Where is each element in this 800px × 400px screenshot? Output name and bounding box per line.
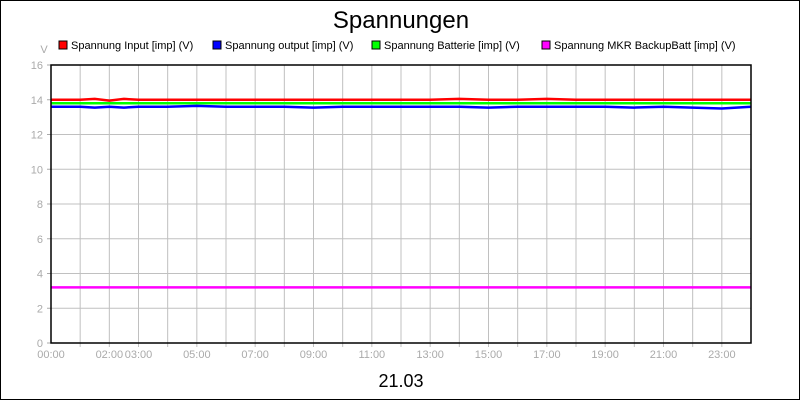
plot-area-border <box>50 64 752 344</box>
x-tick-label: 07:00 <box>241 349 269 361</box>
legend-swatch-1 <box>58 40 68 50</box>
y-tick-label: 0 <box>37 338 43 350</box>
x-tick-label: 13:00 <box>416 349 444 361</box>
y-tick-label: 2 <box>37 303 43 315</box>
x-tick-label: 19:00 <box>591 349 619 361</box>
y-tick-label: 4 <box>37 269 43 281</box>
x-tick-label: 17:00 <box>533 349 561 361</box>
x-tick-label: 02:00 <box>96 349 124 361</box>
legend-label-4: Spannung MKR BackupBatt [imp] (V) <box>554 40 736 52</box>
y-tick-label: 14 <box>31 95 43 107</box>
x-tick-label: 03:00 <box>125 349 153 361</box>
y-axis-label: V <box>40 44 48 56</box>
x-tick-label: 09:00 <box>300 349 328 361</box>
chart-subtitle: 21.03 <box>378 371 423 391</box>
series-line-1 <box>51 97 751 102</box>
y-tick-label: 10 <box>31 164 43 176</box>
x-tick-label: 15:00 <box>475 349 503 361</box>
legend-swatch-2 <box>212 40 222 50</box>
legend-swatch-4 <box>541 40 551 50</box>
x-tick-label: 21:00 <box>650 349 678 361</box>
chart-title: Spannungen <box>333 7 469 34</box>
legend-swatch-3 <box>371 40 381 50</box>
x-tick-label: 05:00 <box>183 349 211 361</box>
y-tick-label: 16 <box>31 60 43 72</box>
legend-label-3: Spannung Batterie [imp] (V) <box>384 40 520 52</box>
y-tick-label: 12 <box>31 130 43 142</box>
x-tick-label: 11:00 <box>358 349 385 361</box>
y-tick-label: 6 <box>37 234 43 246</box>
x-tick-label: 23:00 <box>708 349 736 361</box>
legend-label-2: Spannung output [imp] (V) <box>225 40 353 52</box>
series-line-2 <box>51 104 752 110</box>
legend-label-1: Spannung Input [imp] (V) <box>71 40 193 52</box>
x-tick-label: 00:00 <box>37 349 65 361</box>
y-tick-label: 8 <box>37 199 43 211</box>
